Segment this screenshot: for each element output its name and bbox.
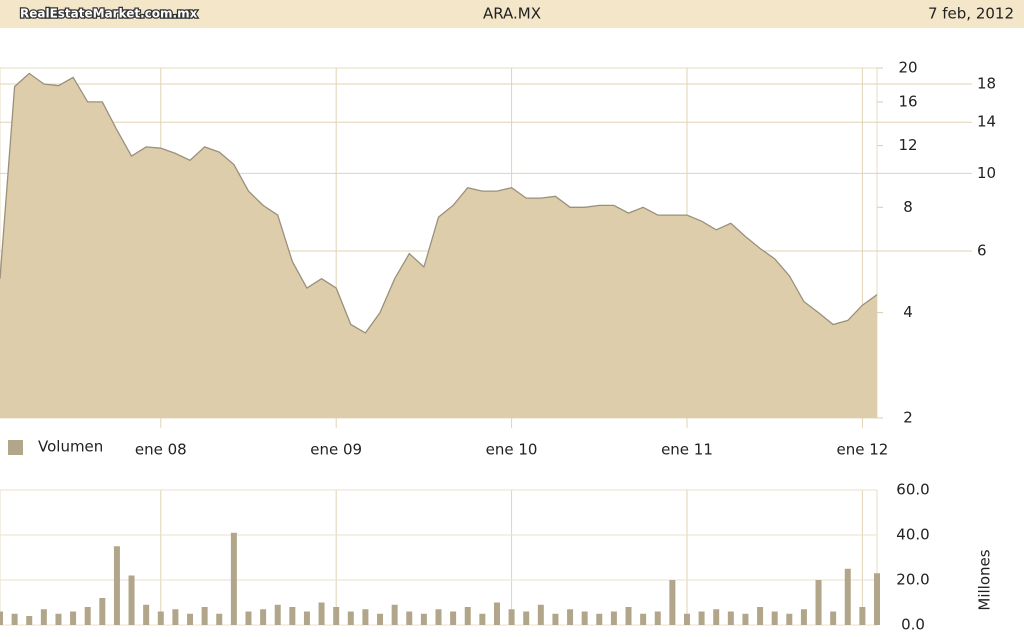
bar	[143, 604, 150, 625]
bar	[859, 607, 866, 625]
area	[0, 73, 877, 419]
bar	[260, 609, 267, 625]
bar	[11, 613, 18, 625]
y-tick-label: 4	[903, 303, 913, 321]
bar	[508, 609, 515, 625]
bar	[420, 613, 427, 625]
bar	[610, 611, 617, 625]
bar	[128, 575, 135, 625]
header-date: 7 feb, 2012	[928, 5, 1014, 23]
bar	[596, 613, 603, 625]
bar	[333, 607, 340, 625]
bar	[187, 613, 194, 625]
bar	[800, 609, 807, 625]
logo: RealEstateMarket.com.mx	[20, 7, 198, 21]
bar	[771, 611, 778, 625]
bar	[727, 611, 734, 625]
legend-swatch	[8, 440, 23, 455]
header-bar	[0, 0, 1024, 28]
bar	[552, 613, 559, 625]
bar	[654, 611, 661, 625]
x-tick-label: ene 10	[486, 441, 538, 459]
bar	[874, 573, 880, 625]
bar	[493, 602, 500, 625]
x-tick-label: ene 11	[661, 441, 713, 459]
y-tick-label: 16	[898, 92, 917, 110]
y-tick-label: 8	[903, 198, 913, 216]
y-tick-label: 40.0	[896, 526, 929, 544]
bar	[377, 613, 384, 625]
bar	[757, 607, 764, 625]
bar	[567, 609, 574, 625]
bar	[640, 613, 647, 625]
bar	[201, 607, 208, 625]
y-tick-label: 20.0	[896, 571, 929, 589]
y-tick-label: 20	[898, 59, 917, 77]
bar	[435, 609, 442, 625]
bar	[450, 611, 457, 625]
header-title: ARA.MX	[483, 5, 541, 23]
bar	[581, 611, 588, 625]
bar	[362, 609, 369, 625]
bar	[172, 609, 179, 625]
bar	[303, 611, 310, 625]
bar	[245, 611, 252, 625]
bar	[537, 604, 544, 625]
bar	[830, 611, 837, 625]
legend-label: Volumen	[38, 438, 103, 456]
x-tick-label: ene 08	[135, 441, 187, 459]
bar	[786, 613, 793, 625]
x-tick-label: ene 12	[836, 441, 888, 459]
bar	[274, 604, 281, 625]
bar	[698, 611, 705, 625]
bar	[113, 546, 120, 625]
bar	[230, 532, 237, 625]
bar	[669, 580, 676, 625]
bar	[99, 598, 106, 625]
bar	[713, 609, 720, 625]
bar	[742, 613, 749, 625]
bar	[40, 609, 47, 625]
y-axis-label: Millones	[976, 549, 994, 610]
bar	[84, 607, 91, 625]
bar	[216, 613, 223, 625]
y-tick-label: 12	[898, 136, 917, 154]
bar	[26, 616, 33, 625]
bar	[406, 611, 413, 625]
y2-tick-label: 18	[977, 75, 996, 93]
bar	[815, 580, 822, 625]
bar	[464, 607, 471, 625]
y-tick-label: 2	[903, 409, 913, 427]
x-tick-label: ene 09	[310, 441, 362, 459]
bar	[289, 607, 296, 625]
bar	[683, 613, 690, 625]
bar	[70, 611, 77, 625]
bar	[347, 611, 354, 625]
bar	[523, 611, 530, 625]
bar	[157, 611, 164, 625]
bar	[479, 613, 486, 625]
bar	[55, 613, 62, 625]
y-tick-label: 0.0	[901, 616, 925, 634]
y2-tick-label: 14	[977, 113, 996, 131]
price-line	[0, 72, 878, 334]
y2-tick-label: 10	[977, 164, 996, 182]
bar	[391, 604, 398, 625]
y-tick-label: 60.0	[896, 481, 929, 499]
bar	[318, 602, 325, 625]
bar	[0, 611, 3, 625]
y2-tick-label: 6	[977, 242, 987, 260]
bar	[625, 607, 632, 625]
bar	[844, 568, 851, 625]
